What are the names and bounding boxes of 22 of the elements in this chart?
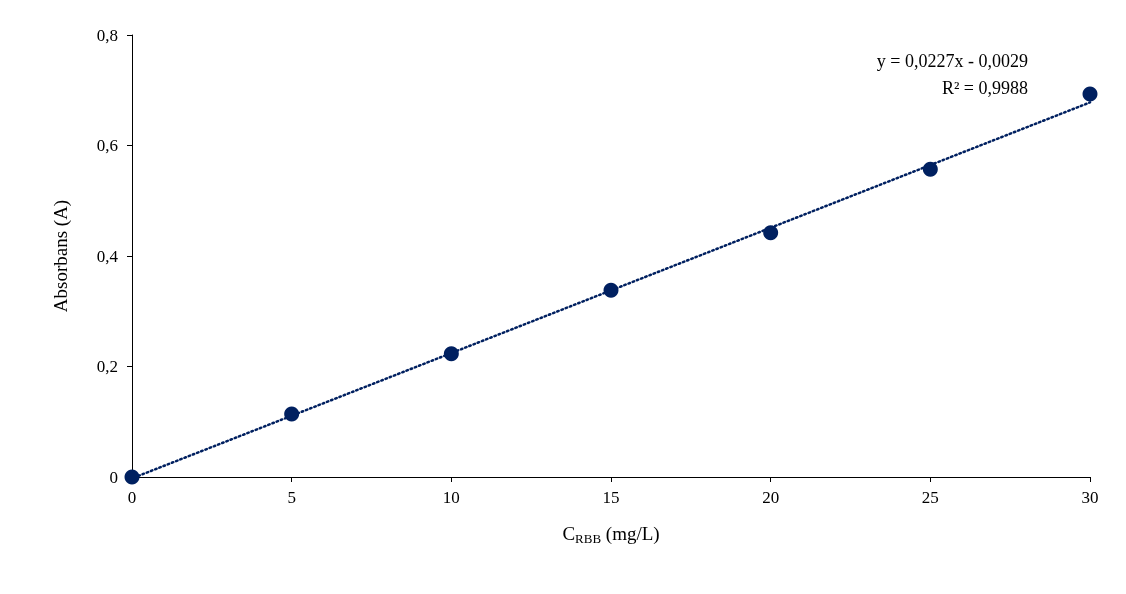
y-tick-label: 0,6: [96, 136, 118, 155]
annotation: y = 0,0227x - 0,0029: [876, 51, 1029, 71]
x-tick-label: 5: [287, 488, 296, 507]
point: [922, 161, 938, 177]
y-tick-label: 0,8: [96, 25, 118, 45]
x-tick-label: 15: [602, 488, 620, 507]
point: [284, 406, 300, 422]
x-tick-label: 25: [921, 488, 939, 507]
x-tick-label: 10: [442, 488, 460, 507]
point: [443, 346, 459, 362]
y-axis-title: Absorbans (A): [50, 199, 72, 313]
point: [1082, 86, 1098, 102]
y-tick-label: 0,4: [96, 246, 119, 266]
y-tick-label: 0,2: [96, 357, 118, 376]
x-tick-label: 30: [1081, 488, 1099, 507]
annotation: R² = 0,9988: [941, 78, 1029, 98]
point: [763, 225, 779, 241]
y-tick-label: 0: [109, 467, 118, 487]
point: [124, 469, 140, 485]
x-tick-label: 0: [127, 488, 137, 507]
point: [603, 282, 619, 298]
x-tick-label: 20: [762, 488, 780, 507]
